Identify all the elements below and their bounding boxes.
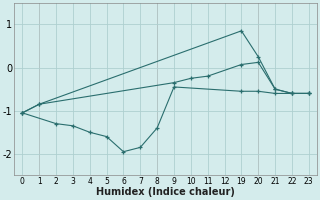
X-axis label: Humidex (Indice chaleur): Humidex (Indice chaleur) (96, 187, 235, 197)
